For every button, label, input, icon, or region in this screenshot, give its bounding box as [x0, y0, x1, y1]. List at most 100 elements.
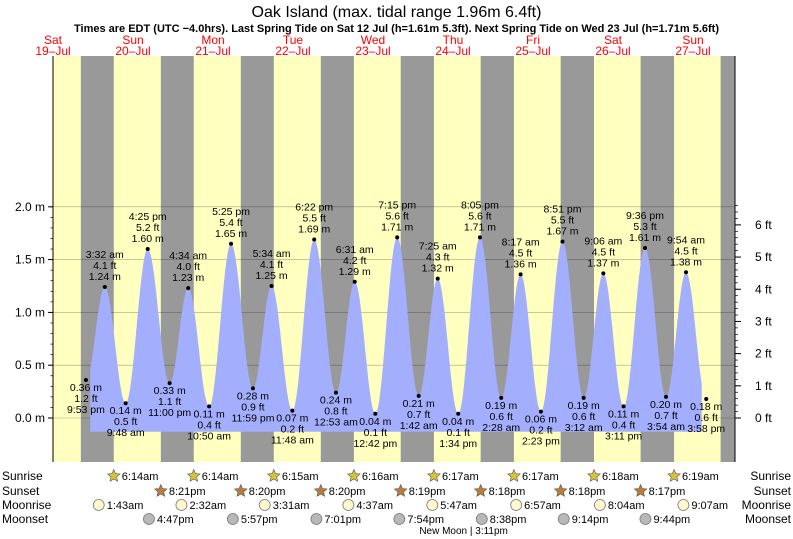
sunset-time: 8:18pm: [569, 486, 606, 498]
tide-time-label: 3:11 pm: [605, 430, 642, 442]
tide-point: [643, 245, 647, 250]
tide-point: [684, 270, 688, 275]
sunset-icon: [393, 483, 408, 497]
moonset-icon: [310, 513, 323, 525]
moonrise-time: 1:43am: [107, 500, 144, 512]
day-date: 19–Jul: [35, 44, 70, 58]
moonset-time: 9:44pm: [653, 514, 690, 526]
sunrise-time: 6:19am: [682, 471, 719, 483]
tide-m-label: 1.25 m: [256, 270, 288, 282]
tide-time-label: 3:32 am: [86, 249, 124, 261]
moonrise-time: 8:04am: [608, 500, 645, 512]
tide-time-label: 4:25 pm: [129, 211, 167, 223]
tide-m-label: 1.36 m: [505, 258, 537, 270]
footer-row-label-left: Sunrise: [2, 469, 43, 483]
sunrise-time: 6:15am: [282, 471, 319, 483]
tide-m-label: 1.65 m: [215, 228, 247, 240]
tide-point: [538, 409, 543, 414]
tide-m-label: 0.20 m: [650, 399, 682, 411]
tide-time-label: 10:50 am: [187, 430, 231, 442]
day-date: 22–Jul: [275, 44, 310, 58]
tide-time-label: 2:28 am: [482, 422, 520, 434]
tide-time-label: 3:54 am: [647, 421, 685, 433]
sunrise-time: 6:16am: [362, 471, 399, 483]
y-tick-label-right: 3 ft: [755, 314, 772, 328]
tide-m-label: 0.19 m: [485, 400, 517, 412]
tide-time-label: 9:48 am: [107, 427, 145, 439]
tide-point: [102, 285, 107, 290]
tide-point: [229, 241, 234, 246]
tide-time-label: 9:06 am: [584, 235, 622, 247]
day-date: 27–Jul: [675, 44, 710, 58]
moonrise-icon: [593, 499, 606, 511]
day-weekday: Sun: [122, 33, 143, 47]
y-tick-label-left: 0.5 m: [15, 358, 45, 372]
tide-point: [560, 239, 565, 244]
tide-point: [664, 394, 668, 399]
tide-ft-label: 5.3 ft: [633, 221, 656, 233]
tide-m-label: 0.06 m: [525, 414, 557, 426]
tide-m-label: 1.32 m: [422, 263, 454, 275]
tide-m-label: 1.67 m: [546, 226, 578, 238]
y-tick-label-right: 0 ft: [755, 411, 772, 425]
tide-time-label: 1:42 am: [400, 420, 438, 432]
tide-time-label: 12:53 am: [314, 417, 358, 429]
tide-m-label: 1.37 m: [587, 257, 619, 269]
tide-ft-label: 0.2 ft: [529, 425, 552, 437]
tide-m-label: 0.04 m: [359, 416, 391, 428]
tide-ft-label: 5.5 ft: [303, 213, 326, 225]
sunset-time: 8:17pm: [649, 486, 686, 498]
chart-subtitle: Times are EDT (UTC −4.0hrs). Last Spring…: [74, 23, 719, 35]
tide-ft-label: 4.2 ft: [343, 255, 366, 267]
sunset-icon: [153, 483, 168, 497]
tide-m-label: 1.60 m: [132, 233, 164, 245]
sunrise-time: 6:14am: [122, 471, 159, 483]
tide-time-label: 9:36 pm: [626, 210, 664, 222]
tide-ft-label: 0.9 ft: [241, 401, 264, 413]
tide-point: [186, 286, 191, 291]
tide-area: [90, 237, 702, 432]
footer-row-label-left: Sunset: [2, 484, 40, 498]
moonrise-time: 2:32am: [189, 500, 226, 512]
tide-ft-label: 4.3 ft: [426, 252, 449, 264]
tide-m-label: 0.11 m: [608, 408, 640, 420]
tide-m-label: 1.23 m: [172, 272, 204, 284]
day-date: 21–Jul: [195, 44, 230, 58]
tide-time-label: 9:54 am: [667, 234, 705, 246]
moonrise-icon: [342, 499, 355, 511]
sunrise-time: 6:18am: [602, 471, 639, 483]
tide-m-label: 0.21 m: [403, 398, 435, 410]
tide-ft-label: 0.6 ft: [572, 411, 595, 423]
tide-m-label: 0.24 m: [320, 395, 352, 407]
tide-point: [456, 411, 461, 416]
day-weekday: Wed: [361, 33, 385, 47]
tide-m-label: 1.29 m: [339, 266, 371, 278]
moonset-time: 7:01pm: [324, 514, 361, 526]
tide-ft-label: 0.1 ft: [364, 427, 387, 439]
tide-time-label: 8:17 am: [502, 236, 540, 248]
moonset-icon: [557, 513, 570, 525]
y-tick-label-left: 1.0 m: [15, 305, 45, 319]
day-weekday: Fri: [526, 33, 540, 47]
day-date: 23–Jul: [355, 44, 390, 58]
y-tick-label-right: 5 ft: [755, 250, 772, 264]
sunset-time: 8:20pm: [249, 486, 286, 498]
tide-point: [145, 247, 150, 252]
tide-ft-label: 5.6 ft: [385, 210, 408, 222]
moonrise-time: 6:57am: [524, 500, 561, 512]
tide-ft-label: 5.6 ft: [468, 210, 491, 222]
tide-m-label: 0.07 m: [276, 413, 308, 425]
tide-time-label: 11:00 pm: [148, 407, 191, 419]
tide-ft-label: 0.8 ft: [324, 406, 347, 418]
tide-time-label: 3:58 pm: [687, 423, 725, 435]
day-weekday: Tue: [283, 33, 304, 47]
tide-point: [333, 390, 338, 395]
sunrise-time: 6:14am: [202, 471, 239, 483]
tide-ft-label: 0.7 ft: [407, 409, 430, 421]
day-date: 20–Jul: [115, 44, 150, 58]
moonrise-icon: [92, 499, 105, 511]
day-weekday: Thu: [443, 33, 464, 47]
sunset-icon: [633, 483, 648, 497]
moonrise-icon: [175, 499, 188, 511]
moonset-icon: [226, 513, 239, 525]
